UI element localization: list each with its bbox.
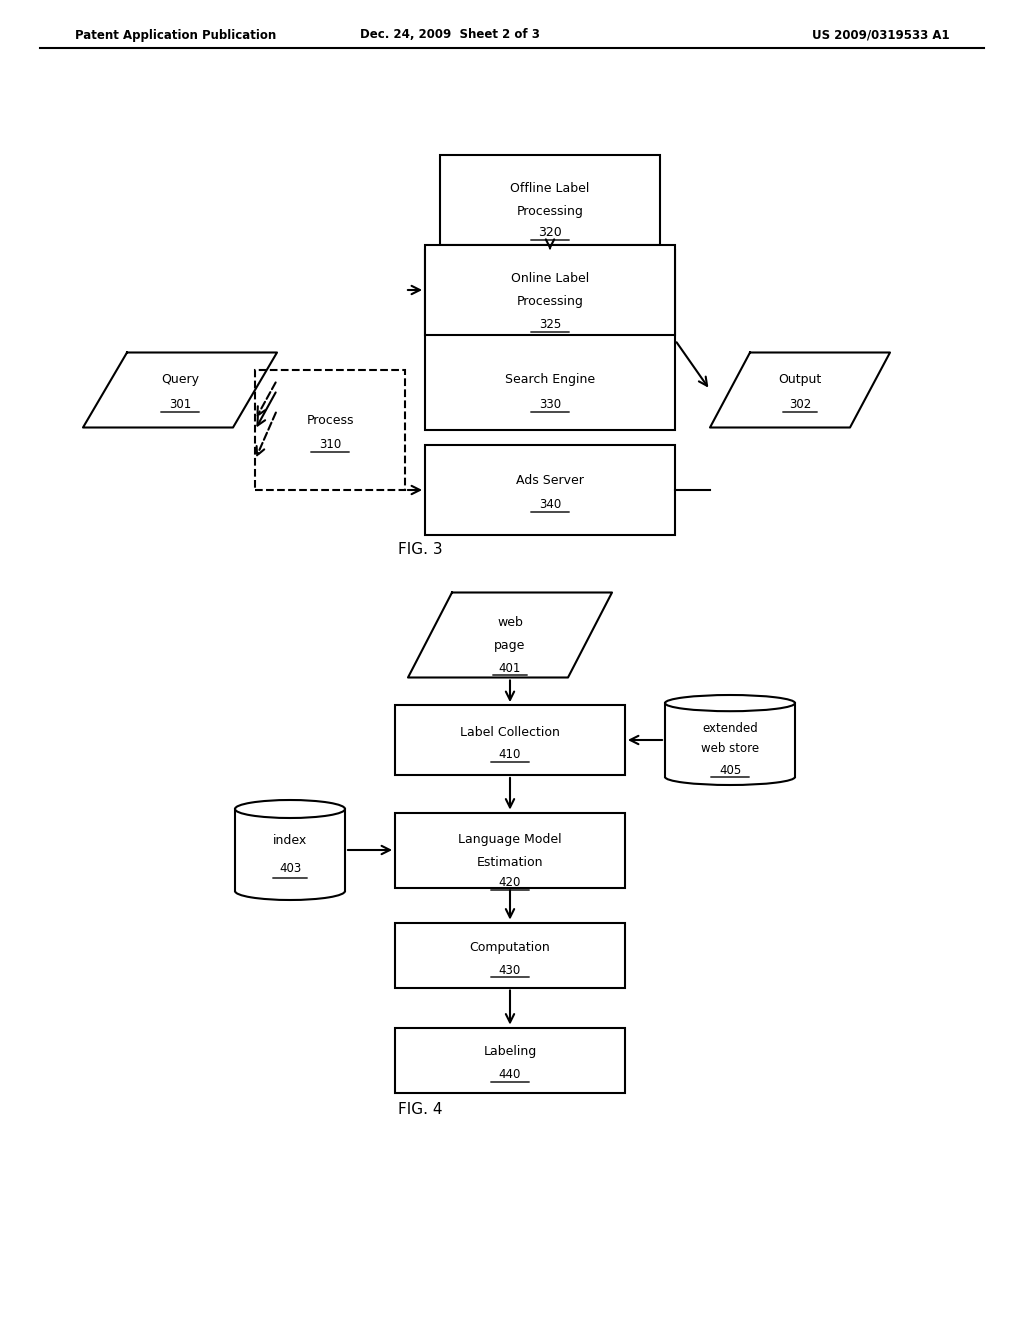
- FancyBboxPatch shape: [425, 445, 675, 535]
- Text: Processing: Processing: [516, 296, 584, 309]
- Text: Language Model: Language Model: [458, 833, 562, 846]
- Text: Query: Query: [161, 374, 199, 387]
- Text: US 2009/0319533 A1: US 2009/0319533 A1: [812, 29, 950, 41]
- Text: 320: 320: [539, 227, 562, 239]
- Text: Label Collection: Label Collection: [460, 726, 560, 738]
- Text: 440: 440: [499, 1068, 521, 1081]
- Text: 410: 410: [499, 748, 521, 762]
- Text: Process: Process: [306, 413, 353, 426]
- Text: page: page: [495, 639, 525, 652]
- Text: Computation: Computation: [470, 940, 550, 953]
- Text: 403: 403: [279, 862, 301, 874]
- Text: Online Label: Online Label: [511, 272, 589, 285]
- Text: 340: 340: [539, 499, 561, 511]
- Text: FIG. 3: FIG. 3: [397, 543, 442, 557]
- Text: extended: extended: [702, 722, 758, 734]
- Text: index: index: [272, 833, 307, 846]
- Text: FIG. 4: FIG. 4: [397, 1102, 442, 1118]
- Text: Patent Application Publication: Patent Application Publication: [75, 29, 276, 41]
- Text: 310: 310: [318, 438, 341, 451]
- Text: Ads Server: Ads Server: [516, 474, 584, 487]
- Text: 430: 430: [499, 964, 521, 977]
- Text: Labeling: Labeling: [483, 1045, 537, 1059]
- Text: web store: web store: [701, 742, 759, 755]
- FancyBboxPatch shape: [440, 154, 660, 246]
- FancyBboxPatch shape: [395, 1027, 625, 1093]
- Text: 301: 301: [169, 399, 191, 412]
- Text: Processing: Processing: [516, 206, 584, 219]
- Text: 325: 325: [539, 318, 561, 331]
- FancyBboxPatch shape: [255, 370, 406, 490]
- Text: 405: 405: [719, 763, 741, 776]
- FancyBboxPatch shape: [425, 249, 675, 430]
- Text: Dec. 24, 2009  Sheet 2 of 3: Dec. 24, 2009 Sheet 2 of 3: [360, 29, 540, 41]
- Text: Search Engine: Search Engine: [505, 374, 595, 387]
- Ellipse shape: [665, 696, 795, 711]
- Ellipse shape: [234, 800, 345, 818]
- Text: 420: 420: [499, 875, 521, 888]
- Text: Offline Label: Offline Label: [510, 182, 590, 194]
- Text: 302: 302: [788, 399, 811, 412]
- Text: 401: 401: [499, 661, 521, 675]
- Text: 330: 330: [539, 399, 561, 412]
- FancyBboxPatch shape: [395, 923, 625, 987]
- Text: Estimation: Estimation: [477, 855, 544, 869]
- FancyBboxPatch shape: [395, 705, 625, 775]
- FancyBboxPatch shape: [425, 246, 675, 335]
- Text: web: web: [497, 616, 523, 630]
- Text: Output: Output: [778, 374, 821, 387]
- FancyBboxPatch shape: [395, 813, 625, 887]
